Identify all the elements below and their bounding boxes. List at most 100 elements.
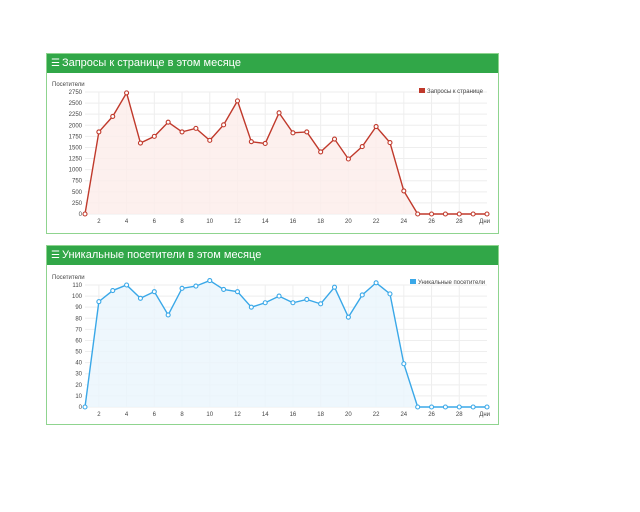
data-point[interactable] — [124, 282, 130, 288]
menu-icon[interactable]: ☰ — [51, 250, 60, 261]
y-tick-label: 2500 — [69, 101, 83, 107]
data-point[interactable] — [304, 129, 310, 135]
data-point[interactable] — [415, 404, 421, 410]
y-tick-label: 1500 — [69, 145, 83, 151]
data-point[interactable] — [193, 283, 199, 289]
data-point[interactable] — [165, 312, 171, 318]
y-tick-label: 2000 — [69, 123, 83, 129]
x-tick-label: 20 — [345, 219, 352, 225]
data-point[interactable] — [193, 125, 199, 131]
x-axis-label: Дни — [479, 219, 490, 225]
data-point[interactable] — [82, 404, 88, 410]
y-tick-label: 70 — [75, 327, 82, 333]
data-point[interactable] — [110, 287, 116, 294]
panel-title: Уникальные посетители в этом месяце — [61, 249, 262, 261]
data-point[interactable] — [415, 211, 421, 217]
x-tick-label: 24 — [400, 219, 407, 225]
data-point[interactable] — [331, 136, 338, 142]
data-point[interactable] — [207, 278, 213, 284]
data-point[interactable] — [345, 314, 351, 320]
data-point[interactable] — [290, 130, 296, 136]
y-axis-label: Посетители — [52, 275, 85, 281]
x-tick-label: 28 — [456, 219, 463, 225]
data-point[interactable] — [304, 296, 310, 302]
data-point[interactable] — [137, 140, 143, 146]
data-point[interactable] — [110, 113, 116, 119]
x-tick-label: 6 — [153, 219, 157, 225]
data-point[interactable] — [96, 299, 102, 305]
x-tick-label: 18 — [317, 219, 324, 225]
data-point[interactable] — [318, 149, 324, 155]
data-point[interactable] — [179, 129, 185, 135]
x-tick-label: 16 — [290, 219, 297, 225]
data-point[interactable] — [345, 156, 351, 162]
data-point[interactable] — [373, 124, 379, 130]
data-point[interactable] — [276, 293, 282, 299]
data-point[interactable] — [359, 292, 365, 298]
y-tick-label: 90 — [75, 305, 82, 311]
x-tick-label: 26 — [428, 412, 435, 418]
data-point[interactable] — [262, 300, 268, 306]
data-point[interactable] — [401, 188, 407, 194]
data-point[interactable] — [82, 211, 88, 217]
data-point[interactable] — [442, 211, 448, 217]
x-tick-label: 28 — [456, 412, 463, 418]
data-point[interactable] — [387, 140, 393, 146]
data-point[interactable] — [96, 129, 102, 135]
data-point[interactable] — [179, 285, 185, 291]
data-point[interactable] — [470, 404, 476, 410]
y-tick-label: 0 — [79, 212, 83, 218]
data-point[interactable] — [234, 289, 241, 295]
data-point[interactable] — [151, 133, 157, 139]
panel-title: Запросы к странице в этом месяце — [61, 57, 241, 69]
data-point[interactable] — [124, 90, 130, 96]
data-point[interactable] — [290, 300, 296, 306]
data-point[interactable] — [137, 295, 143, 301]
data-point[interactable] — [387, 291, 393, 297]
data-point[interactable] — [165, 119, 171, 125]
unique-visitors-panel: ☰ Уникальные посетители в этом месяце 0 10… — [46, 245, 499, 425]
series-area — [85, 92, 487, 214]
menu-icon[interactable]: ☰ — [51, 58, 60, 69]
data-point[interactable] — [248, 304, 254, 310]
data-point[interactable] — [442, 404, 448, 410]
y-tick-label: 250 — [72, 201, 83, 207]
data-point[interactable] — [234, 98, 241, 104]
data-point[interactable] — [456, 211, 462, 217]
data-point[interactable] — [429, 404, 435, 410]
data-point[interactable] — [373, 280, 379, 286]
y-tick-label: 2250 — [69, 112, 83, 118]
data-point[interactable] — [262, 140, 268, 147]
data-point[interactable] — [456, 404, 462, 410]
x-tick-label: 4 — [125, 412, 129, 418]
y-axis-label: Посетители — [52, 82, 85, 88]
y-tick-label: 750 — [72, 179, 83, 185]
data-point[interactable] — [359, 144, 365, 150]
data-point[interactable] — [221, 122, 227, 128]
data-point[interactable] — [151, 289, 157, 295]
panel-header: ☰ Уникальные посетители в этом месяце — [47, 246, 498, 265]
x-tick-label: 22 — [373, 219, 380, 225]
legend-swatch — [419, 88, 425, 93]
data-point[interactable] — [331, 284, 338, 290]
data-point[interactable] — [318, 301, 324, 307]
data-point[interactable] — [401, 361, 407, 367]
y-tick-label: 80 — [75, 316, 82, 322]
x-tick-label: 2 — [97, 219, 101, 225]
data-point[interactable] — [484, 211, 490, 217]
y-tick-label: 50 — [75, 350, 82, 356]
data-point[interactable] — [221, 286, 227, 292]
data-point[interactable] — [207, 137, 213, 143]
data-point[interactable] — [276, 110, 282, 116]
y-tick-label: 110 — [72, 283, 82, 289]
page-requests-panel: ☰ Запросы к странице в этом месяце 0 250 50… — [46, 53, 499, 234]
data-point[interactable] — [248, 139, 254, 145]
page-requests-chart: 0 250 500 750 1000 1250 1500 1750 2000 2250 2500 27… — [52, 82, 490, 225]
y-tick-label: 100 — [72, 294, 83, 300]
data-point[interactable] — [470, 211, 476, 217]
x-tick-label: 8 — [180, 412, 184, 418]
data-point[interactable] — [429, 211, 435, 217]
x-tick-label: 14 — [262, 412, 269, 418]
data-point[interactable] — [484, 404, 490, 410]
